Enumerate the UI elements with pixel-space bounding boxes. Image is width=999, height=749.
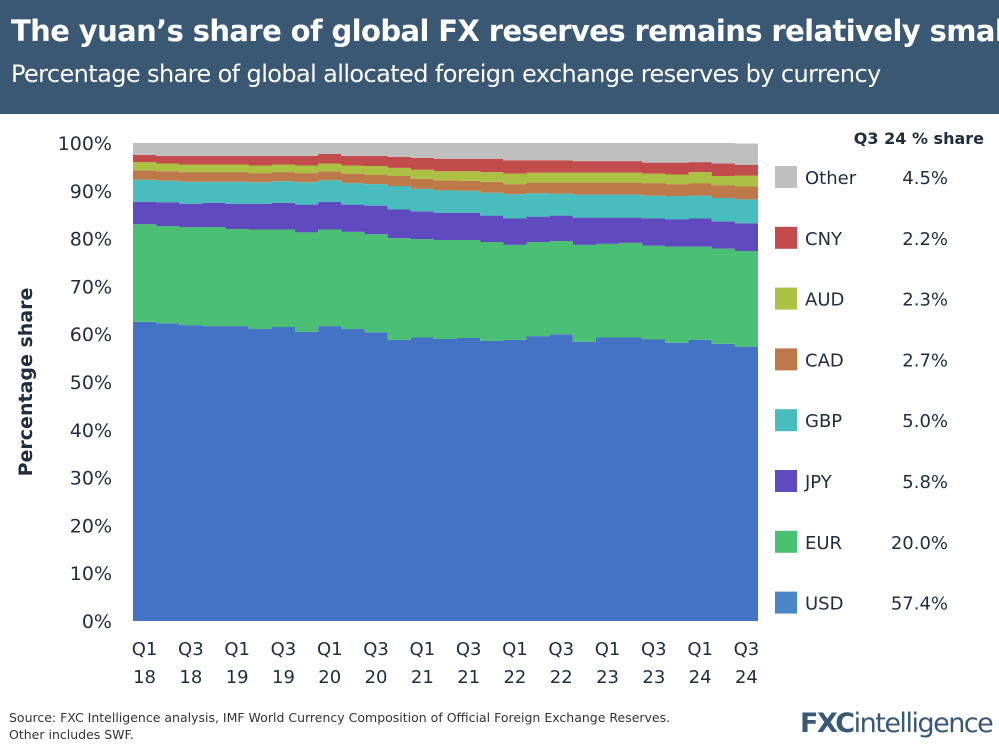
y-tick-label: 60%: [70, 324, 112, 346]
area-series-gbp: [133, 179, 758, 224]
x-tick-label: Q1: [224, 639, 250, 660]
x-tick-label: Q3: [271, 639, 297, 660]
legend-value: 4.5%: [902, 168, 948, 189]
y-tick-label: 50%: [70, 372, 112, 394]
y-axis-label: Percentage share: [15, 288, 37, 477]
legend-swatch-cad: [775, 348, 797, 371]
area-series-eur: [133, 224, 758, 347]
source-note: Source: FXC Intelligence analysis, IMF W…: [9, 709, 670, 743]
legend-value: 5.8%: [902, 472, 948, 493]
x-tick-label: 20: [318, 667, 341, 688]
chart-title: The yuan’s share of global FX reserves r…: [11, 14, 999, 48]
legend-swatch-cny: [775, 226, 797, 249]
area-series-cny: [133, 153, 758, 176]
legend-value: 5.0%: [902, 411, 948, 432]
y-tick-label: 90%: [70, 181, 112, 203]
x-tick-label: Q1: [132, 639, 158, 660]
x-tick-label: Q3: [363, 639, 389, 660]
x-tick-label: Q1: [410, 639, 436, 660]
x-tick-label: 18: [133, 667, 156, 688]
y-tick-label: 80%: [70, 229, 112, 251]
x-tick-label: 18: [179, 667, 202, 688]
x-tick-label: Q3: [641, 639, 667, 660]
x-tick-label: Q1: [317, 639, 343, 660]
legend-swatch-gbp: [775, 409, 797, 432]
area-series-jpy: [133, 201, 758, 252]
legend-value: 2.3%: [902, 290, 948, 311]
legend-label: CAD: [805, 350, 844, 371]
x-tick-label: 21: [457, 667, 480, 688]
x-tick-label: 23: [596, 667, 619, 688]
area-series-usd: [133, 321, 758, 621]
legend-label: JPY: [804, 472, 833, 493]
legend-value: 2.2%: [902, 229, 948, 250]
legend-value: 57.4%: [891, 594, 948, 615]
area-series-cad: [133, 170, 758, 200]
chart-subtitle: Percentage share of global allocated for…: [11, 60, 881, 88]
x-tick-label: 22: [503, 667, 526, 688]
legend-swatch-jpy: [775, 470, 797, 492]
fxc-intelligence-logo: FXCintelligence: [800, 708, 994, 739]
x-tick-label: Q3: [456, 639, 482, 660]
legend-label: Other: [805, 168, 857, 189]
legend-label: USD: [805, 594, 843, 615]
header: The yuan’s share of global FX reserves r…: [0, 0, 999, 114]
x-tick-label: 23: [642, 667, 665, 688]
x-tick-label: 22: [550, 667, 573, 688]
y-tick-label: 0%: [82, 611, 112, 633]
x-tick-label: Q1: [595, 639, 621, 660]
source-line: Other includes SWF.: [9, 727, 134, 742]
x-tick-label: 19: [272, 667, 295, 688]
x-tick-label: 19: [226, 667, 249, 688]
legend-value: 2.7%: [902, 350, 948, 371]
x-tick-label: 20: [365, 667, 388, 688]
legend-label: GBP: [805, 411, 842, 432]
y-tick-label: 40%: [70, 420, 112, 442]
x-tick-label: Q3: [178, 639, 204, 660]
legend-swatch-eur: [775, 530, 797, 553]
x-tick-label: 24: [689, 667, 712, 688]
legend-swatch-other: [775, 166, 797, 188]
area-series-aud: [133, 162, 758, 187]
y-tick-label: 10%: [70, 563, 112, 585]
area-series-other: [133, 143, 758, 165]
x-tick-label: Q3: [548, 639, 574, 660]
legend-label: AUD: [805, 290, 844, 311]
x-tick-label: 24: [735, 667, 758, 688]
legend-swatch-usd: [775, 591, 797, 614]
legend-label: EUR: [805, 533, 842, 554]
legend-label: CNY: [805, 229, 843, 250]
x-tick-label: Q1: [687, 639, 713, 660]
source-line: Source: FXC Intelligence analysis, IMF W…: [9, 710, 671, 725]
legend-value: 20.0%: [891, 533, 948, 554]
legend-swatch-aud: [775, 287, 797, 310]
legend-title: Q3 24 % share: [854, 129, 984, 148]
y-tick-label: 100%: [58, 133, 112, 155]
x-tick-label: Q1: [502, 639, 528, 660]
y-tick-label: 20%: [70, 515, 112, 537]
y-tick-label: 30%: [70, 468, 112, 490]
y-tick-label: 70%: [70, 276, 112, 298]
x-tick-label: 21: [411, 667, 434, 688]
x-tick-label: Q3: [734, 639, 760, 660]
